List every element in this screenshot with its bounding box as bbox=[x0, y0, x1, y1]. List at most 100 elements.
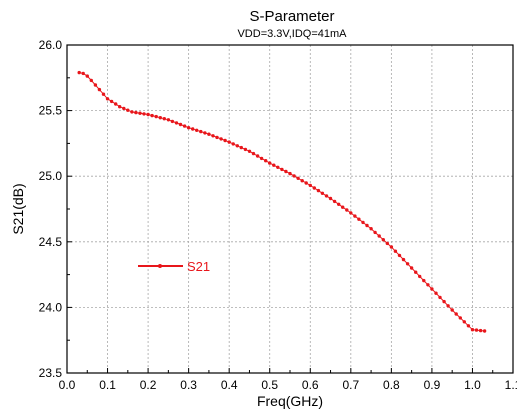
s21-point bbox=[280, 167, 284, 172]
s21-point bbox=[182, 124, 187, 128]
plot-frame bbox=[66, 44, 514, 374]
s21-point bbox=[130, 110, 134, 114]
s21-point bbox=[77, 70, 81, 75]
s21-point bbox=[357, 217, 361, 221]
s21-point bbox=[105, 97, 110, 101]
s21-point bbox=[454, 312, 458, 316]
s21-point bbox=[345, 208, 349, 212]
s21-point bbox=[231, 142, 235, 146]
s21-point bbox=[373, 230, 377, 235]
s21-point bbox=[470, 328, 475, 332]
s21-point bbox=[414, 270, 418, 274]
s21-point bbox=[114, 102, 118, 106]
s21-point bbox=[308, 183, 312, 188]
s21-point bbox=[434, 291, 438, 295]
s21-point bbox=[324, 194, 329, 198]
s21-point bbox=[215, 135, 219, 140]
s21-point bbox=[284, 169, 288, 174]
s21-point bbox=[332, 199, 337, 204]
s21-point bbox=[462, 320, 466, 324]
s21-point bbox=[389, 245, 394, 249]
s21-point bbox=[438, 295, 442, 300]
s21-point bbox=[276, 165, 280, 169]
s21-point bbox=[409, 266, 414, 270]
x-tick-label: 0.1 bbox=[99, 378, 116, 392]
s21-point bbox=[478, 328, 483, 333]
s21-point bbox=[401, 257, 406, 262]
s21-point bbox=[304, 181, 308, 185]
s21-point bbox=[109, 99, 114, 104]
s21-point bbox=[466, 324, 471, 328]
s21-point bbox=[154, 114, 158, 119]
s21-point bbox=[337, 202, 341, 206]
s21-point bbox=[381, 238, 385, 242]
s21-point bbox=[264, 159, 268, 163]
s21-point bbox=[211, 134, 215, 138]
y-tick-label: 25.0 bbox=[39, 169, 63, 183]
x-axis: 0.0 0.1 0.2 0.3 0.4 0.5 0.6 0.7 0.8 0.9 1.0 1.1 bbox=[59, 368, 517, 392]
s21-point bbox=[426, 283, 430, 287]
s21-point bbox=[296, 176, 300, 180]
s21-point bbox=[203, 131, 207, 135]
s21-point bbox=[361, 220, 365, 225]
s21-series bbox=[77, 70, 487, 333]
x-tick-label: 1.1 bbox=[505, 378, 517, 392]
x-tick-label: 0.8 bbox=[383, 378, 400, 392]
x-tick-label: 1.0 bbox=[464, 378, 481, 392]
s21-point bbox=[251, 151, 256, 156]
s21-point bbox=[328, 196, 333, 201]
s21-point bbox=[199, 129, 203, 134]
s21-point bbox=[369, 227, 373, 231]
s21-point bbox=[482, 329, 487, 333]
s21-point bbox=[288, 171, 292, 176]
s21-point bbox=[81, 71, 85, 76]
s21-point bbox=[97, 87, 102, 92]
s21-point bbox=[122, 106, 126, 111]
s21-point bbox=[174, 121, 179, 125]
legend-marker-s21 bbox=[158, 264, 162, 268]
s21-point bbox=[89, 78, 94, 83]
x-tick-label: 0.6 bbox=[302, 378, 319, 392]
s21-point bbox=[458, 316, 462, 320]
s21-point bbox=[300, 179, 304, 183]
y-axis-label: S21(dB) bbox=[10, 183, 26, 234]
x-tick-label: 0.0 bbox=[59, 378, 76, 392]
s21-point bbox=[393, 249, 398, 253]
s21-point bbox=[272, 163, 276, 167]
s21-point bbox=[162, 117, 166, 121]
s21-point bbox=[430, 287, 434, 291]
s21-point bbox=[353, 214, 357, 218]
s21-point bbox=[138, 111, 142, 115]
s21-point bbox=[186, 126, 191, 130]
s21-point bbox=[405, 262, 410, 266]
s21-point bbox=[166, 118, 171, 122]
grid bbox=[67, 45, 513, 373]
x-tick-label: 0.2 bbox=[140, 378, 157, 392]
s21-point bbox=[268, 161, 272, 165]
s21-point bbox=[259, 156, 264, 161]
s21-point bbox=[450, 308, 454, 312]
s21-point bbox=[316, 188, 321, 193]
s21-point bbox=[101, 92, 106, 96]
s21-point bbox=[178, 122, 183, 127]
s21-point bbox=[223, 138, 227, 143]
s21-point bbox=[385, 241, 389, 246]
s21-point bbox=[191, 127, 195, 131]
y-axis: 23.5 24.0 24.5 25.0 25.5 26.0 bbox=[39, 38, 72, 380]
x-tick-label: 0.9 bbox=[424, 378, 441, 392]
s21-point bbox=[349, 211, 353, 215]
y-tick-label: 24.0 bbox=[39, 300, 63, 314]
s21-point bbox=[292, 174, 296, 178]
s21-point bbox=[474, 328, 479, 332]
s21-point bbox=[195, 128, 199, 132]
s21-point bbox=[235, 144, 239, 148]
x-tick-label: 0.3 bbox=[180, 378, 197, 392]
s21-point bbox=[126, 108, 130, 112]
x-tick-label: 0.7 bbox=[342, 378, 359, 392]
s21-point bbox=[134, 110, 138, 115]
s21-point bbox=[255, 154, 260, 158]
s21-point bbox=[239, 145, 243, 150]
s21-point bbox=[320, 191, 325, 195]
s21-point bbox=[170, 119, 175, 124]
s21-point bbox=[158, 116, 162, 120]
